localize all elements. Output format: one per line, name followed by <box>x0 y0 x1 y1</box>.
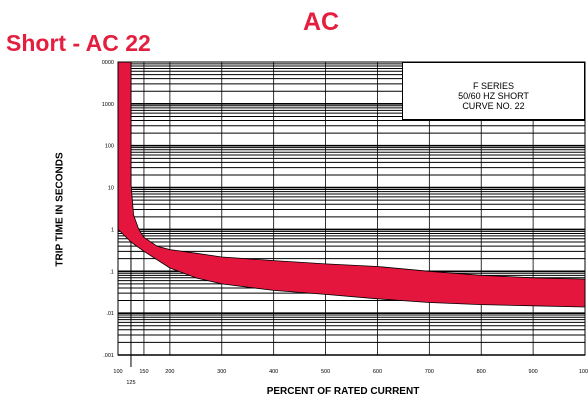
y-tick-label: 100 <box>105 144 114 150</box>
x-tick-label: 600 <box>373 369 382 375</box>
y-tick-label: 1 <box>111 227 114 233</box>
x-tick-label: 500 <box>321 369 330 375</box>
x-tick-label: 100 <box>113 369 122 375</box>
x-tick-label: 800 <box>477 369 486 375</box>
x-tick-label: 150 <box>139 369 148 375</box>
trip-band <box>117 61 586 308</box>
y-tick-label: 1000 <box>102 102 114 108</box>
y-tick-label: .001 <box>103 353 114 359</box>
curve-label-box: F SERIES 50/60 HZ SHORT CURVE NO. 22 <box>402 62 585 120</box>
page-title: AC <box>303 8 340 36</box>
curve-title: Short - AC 22 <box>6 30 151 56</box>
x-axis-label: PERCENT OF RATED CURRENT <box>266 386 420 397</box>
x-tick-label: 200 <box>165 369 174 375</box>
y-tick-label: .1 <box>109 269 114 275</box>
y-tick-label: 0000 <box>102 60 114 66</box>
plot-frame <box>117 61 586 356</box>
curve-label-line-2: 50/60 HZ SHORT <box>458 91 529 101</box>
x-tick-label: 300 <box>217 369 226 375</box>
y-tick-label: 10 <box>108 186 114 192</box>
x-tick-label: 700 <box>425 369 434 375</box>
curve-label-line-1: F SERIES <box>472 81 514 91</box>
y-tick-label: .01 <box>106 311 114 317</box>
x-tick-label: 900 <box>529 369 538 375</box>
y-axis-label: TRIP TIME IN SECONDS <box>54 152 66 267</box>
curve-label-line-3: CURVE NO. 22 <box>462 101 525 111</box>
x-tick-label-125: 125 <box>126 380 135 386</box>
x-tick-label: 400 <box>269 369 278 375</box>
x-tick-label: 1000 <box>579 369 588 375</box>
